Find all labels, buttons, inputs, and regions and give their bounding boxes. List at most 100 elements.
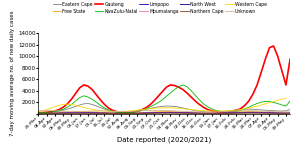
North West	[57, 112, 61, 114]
Mpumalanga	[86, 112, 90, 114]
Western Cape	[123, 110, 127, 112]
Northern Cape	[37, 113, 40, 115]
KwaZulu-Natal	[181, 84, 185, 86]
Unknown	[206, 111, 209, 113]
KwaZulu-Natal	[194, 94, 197, 96]
KwaZulu-Natal	[288, 100, 292, 102]
Northern Cape	[86, 112, 90, 114]
Free State	[259, 111, 263, 113]
KwaZulu-Natal	[259, 101, 263, 103]
Limpopo	[288, 112, 292, 114]
KwaZulu-Natal	[86, 96, 90, 98]
Limpopo	[189, 112, 193, 114]
Unknown	[165, 110, 168, 112]
Northern Cape	[288, 112, 292, 114]
North West	[194, 112, 197, 114]
Gauteng	[37, 112, 40, 114]
North West	[288, 112, 292, 114]
Unknown	[194, 111, 197, 113]
Unknown	[263, 110, 267, 112]
Northern Cape	[103, 112, 106, 114]
Gauteng	[272, 45, 275, 47]
Line: North West: North West	[38, 113, 290, 114]
Western Cape	[37, 111, 40, 113]
Line: Western Cape: Western Cape	[38, 98, 286, 112]
Unknown	[37, 110, 40, 112]
Gauteng	[86, 85, 90, 87]
Mpumalanga	[57, 112, 61, 114]
Eastern Cape	[107, 109, 110, 111]
Limpopo	[86, 112, 90, 114]
Western Cape	[185, 108, 189, 110]
Mpumalanga	[251, 112, 255, 114]
Mpumalanga	[103, 112, 106, 114]
Western Cape	[251, 106, 255, 108]
X-axis label: Date reported (2020/2021): Date reported (2020/2021)	[117, 136, 211, 143]
Free State	[90, 111, 94, 113]
North West	[259, 112, 263, 114]
Line: Gauteng: Gauteng	[38, 46, 290, 113]
Western Cape	[169, 107, 172, 109]
Gauteng	[103, 103, 106, 105]
Line: KwaZulu-Natal: KwaZulu-Natal	[38, 85, 290, 113]
North West	[169, 112, 172, 114]
Free State	[107, 112, 110, 114]
Mpumalanga	[160, 112, 164, 114]
Free State	[57, 112, 61, 114]
Free State	[37, 112, 40, 114]
Y-axis label: 7-day moving average no. of new daily cases: 7-day moving average no. of new daily ca…	[10, 11, 15, 136]
Limpopo	[251, 111, 255, 113]
Eastern Cape	[194, 110, 197, 112]
KwaZulu-Natal	[160, 99, 164, 101]
Mpumalanga	[288, 112, 292, 114]
Western Cape	[86, 108, 90, 110]
Free State	[165, 111, 168, 113]
Legend: Eastern Cape, Free State, Gauteng, KwaZulu-Natal, Limpopo, Mpumalanga, North Wes: Eastern Cape, Free State, Gauteng, KwaZu…	[52, 1, 268, 15]
Mpumalanga	[189, 112, 193, 114]
Limpopo	[37, 112, 40, 114]
Gauteng	[288, 58, 292, 60]
Free State	[288, 112, 292, 114]
North West	[103, 112, 106, 114]
Eastern Cape	[288, 109, 292, 111]
Western Cape	[94, 109, 98, 111]
KwaZulu-Natal	[37, 112, 40, 114]
Northern Cape	[251, 112, 255, 114]
Line: Eastern Cape: Eastern Cape	[38, 104, 290, 113]
KwaZulu-Natal	[57, 110, 61, 112]
Eastern Cape	[165, 105, 168, 107]
Northern Cape	[160, 112, 164, 114]
Unknown	[152, 109, 156, 111]
Gauteng	[160, 91, 164, 93]
Unknown	[86, 110, 90, 112]
Free State	[78, 111, 81, 113]
Eastern Cape	[86, 103, 90, 105]
KwaZulu-Natal	[103, 107, 106, 109]
Limpopo	[259, 111, 263, 113]
Gauteng	[189, 96, 193, 98]
North West	[37, 113, 40, 115]
Eastern Cape	[57, 110, 61, 112]
Line: Limpopo: Limpopo	[38, 112, 290, 113]
Unknown	[57, 110, 61, 112]
Line: Free State: Free State	[38, 112, 290, 113]
North West	[160, 112, 164, 114]
Northern Cape	[259, 112, 263, 114]
Mpumalanga	[37, 112, 40, 114]
Eastern Cape	[37, 112, 40, 114]
Line: Unknown: Unknown	[38, 110, 290, 112]
Limpopo	[103, 112, 106, 114]
Gauteng	[57, 109, 61, 111]
Northern Cape	[189, 112, 193, 114]
Unknown	[103, 110, 106, 112]
Free State	[194, 112, 197, 114]
Limpopo	[160, 111, 164, 113]
Western Cape	[284, 97, 288, 99]
Northern Cape	[57, 112, 61, 114]
Eastern Cape	[90, 103, 94, 105]
Mpumalanga	[259, 112, 263, 114]
North West	[86, 112, 90, 114]
Gauteng	[255, 84, 259, 86]
Line: Northern Cape: Northern Cape	[38, 113, 290, 114]
Unknown	[288, 111, 292, 113]
